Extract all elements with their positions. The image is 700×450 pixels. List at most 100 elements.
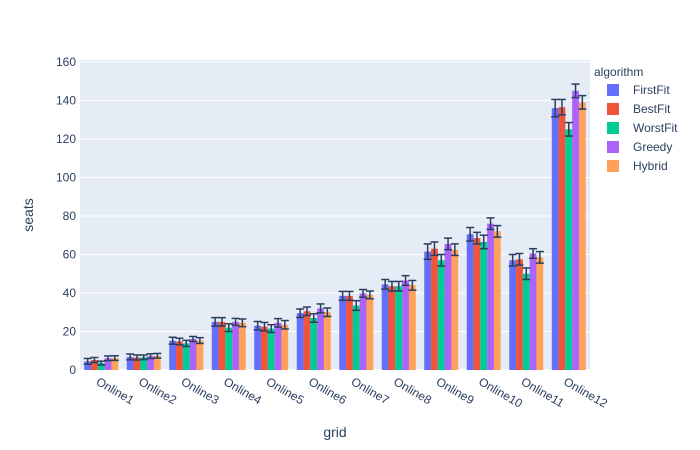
- bar-greedy-online1: [104, 358, 112, 370]
- error-bar: [578, 94, 587, 110]
- bar-worstfit-online7: [352, 305, 360, 370]
- legend-label: Hybrid: [633, 159, 668, 173]
- error-bar: [139, 354, 148, 361]
- error-bar: [260, 321, 269, 332]
- y-axis-title: seats: [20, 198, 36, 231]
- bar-greedy-online4: [232, 321, 239, 370]
- bar-worstfit-online8: [395, 286, 403, 370]
- bar-worstfit-online12: [565, 129, 573, 370]
- error-bar: [302, 306, 311, 317]
- bar-hybrid-online5: [281, 324, 289, 370]
- y-tick-label: 60: [63, 247, 77, 261]
- x-tick-label: Online12: [561, 374, 610, 410]
- bar-greedy-online12: [572, 90, 579, 370]
- error-bar: [423, 243, 432, 261]
- bar-hybrid-online11: [536, 257, 544, 370]
- x-tick-label: Online9: [434, 374, 477, 407]
- error-bar: [90, 356, 99, 364]
- bar-bestfit-online10: [473, 238, 481, 370]
- error-bar: [175, 337, 184, 346]
- error-bar: [529, 247, 538, 260]
- error-bar: [450, 243, 459, 257]
- y-tick-label: 120: [56, 132, 76, 146]
- y-tick-label: 160: [56, 55, 76, 69]
- legend-label: WorstFit: [633, 121, 678, 135]
- legend-item-greedy[interactable]: Greedy: [607, 140, 672, 154]
- bar-hybrid-online9: [451, 249, 459, 370]
- x-tick-label: Online6: [306, 374, 349, 407]
- error-bar: [394, 280, 403, 292]
- legend-label: BestFit: [633, 102, 671, 116]
- error-bar: [564, 121, 573, 137]
- bar-greedy-online11: [529, 253, 537, 370]
- error-bar: [238, 318, 247, 328]
- bar-firstfit-online8: [381, 284, 389, 370]
- bar-worstfit-online1: [97, 363, 105, 370]
- error-bar: [126, 353, 135, 361]
- error-bar: [309, 313, 318, 323]
- error-bar: [83, 357, 92, 365]
- bar-bestfit-online5: [261, 326, 268, 370]
- error-bar: [195, 336, 204, 345]
- bar-worstfit-online11: [522, 273, 530, 370]
- error-bar: [551, 98, 560, 118]
- legend-item-bestfit[interactable]: BestFit: [607, 102, 671, 116]
- error-bar: [323, 307, 332, 318]
- error-bar: [110, 355, 119, 362]
- bar-hybrid-online2: [153, 355, 161, 370]
- bar-worstfit-online6: [310, 318, 318, 370]
- legend: algorithm FirstFit BestFit WorstFit Greedy H…: [594, 65, 678, 173]
- bar-hybrid-online4: [238, 322, 246, 370]
- error-bar: [253, 320, 262, 331]
- error-bar: [381, 278, 390, 290]
- bar-bestfit-online3: [176, 341, 183, 370]
- bar-bestfit-online1: [91, 359, 98, 370]
- y-tick-label: 40: [63, 286, 77, 300]
- bar-worstfit-online3: [182, 343, 190, 370]
- error-bar: [132, 354, 141, 361]
- legend-item-worstfit[interactable]: WorstFit: [607, 121, 678, 135]
- bar-firstfit-online2: [126, 356, 134, 370]
- y-tick-label: 100: [56, 170, 76, 184]
- error-bar: [146, 353, 155, 360]
- x-tick-label: Online5: [264, 374, 307, 407]
- legend-swatch: [607, 141, 619, 153]
- error-bar: [168, 336, 177, 345]
- bar-firstfit-online11: [509, 260, 517, 370]
- y-tick-label: 20: [63, 324, 77, 338]
- bar-hybrid-online7: [366, 294, 374, 370]
- error-bar: [522, 267, 531, 281]
- error-bar: [352, 299, 361, 312]
- bar-greedy-online3: [189, 339, 197, 370]
- legend-item-firstfit[interactable]: FirstFit: [607, 83, 670, 97]
- bar-bestfit-online8: [388, 286, 396, 370]
- legend-item-hybrid[interactable]: Hybrid: [607, 159, 668, 173]
- gridlines: [80, 61, 590, 371]
- bar-worstfit-online10: [480, 241, 488, 370]
- error-bar: [316, 303, 325, 314]
- bar-hybrid-online3: [196, 340, 204, 370]
- bar-bestfit-online4: [218, 321, 226, 370]
- error-bar: [104, 355, 113, 362]
- error-bar: [345, 290, 354, 302]
- legend-title: algorithm: [594, 65, 643, 79]
- bar-firstfit-online1: [84, 361, 92, 370]
- error-bar: [338, 290, 347, 302]
- bar-hybrid-online10: [493, 231, 501, 370]
- error-bar: [571, 83, 580, 99]
- error-bar: [217, 316, 226, 327]
- error-bar: [508, 253, 517, 267]
- bar-firstfit-online3: [169, 340, 177, 370]
- bar-greedy-online9: [444, 243, 452, 370]
- bar-bestfit-online2: [133, 357, 141, 370]
- bar-greedy-online6: [317, 308, 324, 370]
- bar-firstfit-online7: [339, 295, 347, 370]
- x-tick-label: Online1: [94, 374, 137, 407]
- bar-firstfit-online5: [254, 325, 262, 370]
- bar-bestfit-online6: [303, 311, 311, 370]
- error-bar: [466, 226, 475, 242]
- bar-worstfit-online5: [267, 328, 275, 370]
- error-bar: [231, 317, 240, 327]
- x-axis-title: grid: [323, 424, 346, 440]
